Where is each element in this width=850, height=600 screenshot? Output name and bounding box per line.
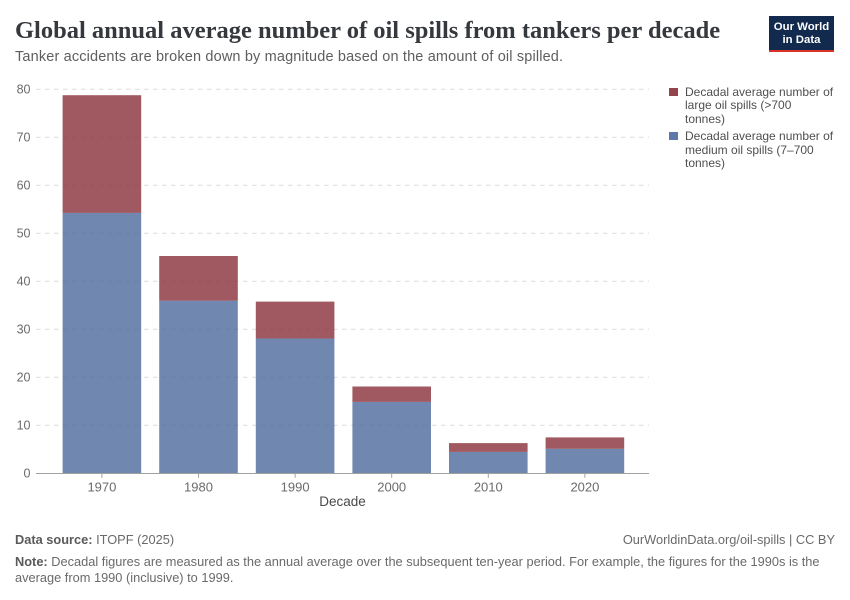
svg-text:2010: 2010 xyxy=(474,480,503,495)
svg-text:20: 20 xyxy=(17,371,31,385)
svg-text:30: 30 xyxy=(17,323,31,337)
svg-text:10: 10 xyxy=(17,419,31,433)
svg-text:1990: 1990 xyxy=(281,480,310,495)
svg-text:60: 60 xyxy=(17,179,31,193)
svg-text:1980: 1980 xyxy=(184,480,213,495)
svg-text:1970: 1970 xyxy=(87,480,116,495)
svg-text:40: 40 xyxy=(17,275,31,289)
svg-text:50: 50 xyxy=(17,227,31,241)
svg-text:0: 0 xyxy=(24,467,31,481)
svg-text:2020: 2020 xyxy=(570,480,599,495)
svg-text:80: 80 xyxy=(17,83,31,97)
svg-text:Decade: Decade xyxy=(319,494,366,509)
svg-text:70: 70 xyxy=(17,131,31,145)
svg-text:2000: 2000 xyxy=(377,480,406,495)
